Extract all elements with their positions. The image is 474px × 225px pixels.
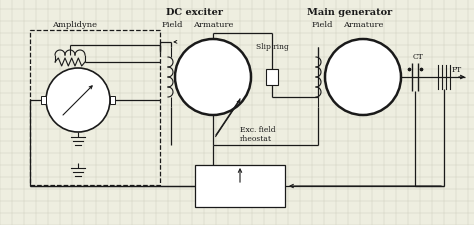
Bar [195, 165, 285, 207]
Bar [110, 97, 115, 105]
Text: Slip ring: Slip ring [255, 43, 289, 51]
Circle shape [175, 40, 251, 115]
Text: Field: Field [161, 21, 183, 29]
Circle shape [46, 69, 110, 132]
Bar [41, 97, 46, 105]
Text: Armature: Armature [343, 21, 383, 29]
Text: Main generator: Main generator [307, 8, 392, 17]
Text: CT: CT [413, 53, 424, 61]
Bar [30, 31, 160, 185]
Text: DC exciter: DC exciter [166, 8, 224, 17]
Bar [266, 70, 278, 86]
Text: PT: PT [452, 66, 462, 74]
Text: Amplidyne: Amplidyne [53, 21, 98, 29]
Text: Exc. field
rheostat: Exc. field rheostat [240, 126, 275, 143]
Text: Armature: Armature [193, 21, 233, 29]
Text: Field: Field [311, 21, 333, 29]
Text: Voltage
regulator: Voltage regulator [220, 178, 260, 195]
Circle shape [325, 40, 401, 115]
